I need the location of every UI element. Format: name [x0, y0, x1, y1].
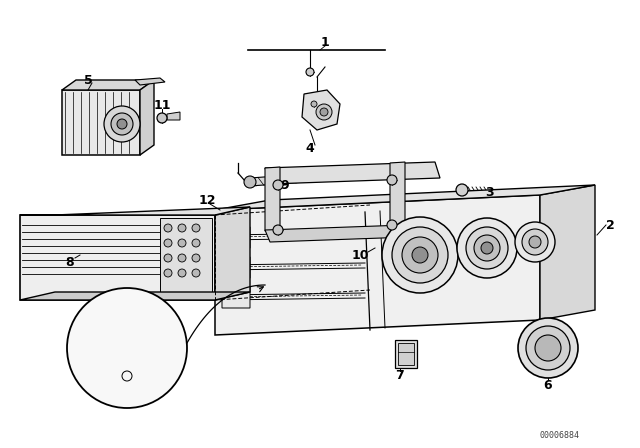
Circle shape — [382, 217, 458, 293]
Circle shape — [192, 224, 200, 232]
Polygon shape — [160, 218, 212, 298]
Polygon shape — [398, 343, 414, 365]
Polygon shape — [215, 207, 250, 300]
Circle shape — [306, 68, 314, 76]
Circle shape — [387, 175, 397, 185]
Polygon shape — [167, 112, 180, 120]
Text: 5: 5 — [84, 73, 92, 86]
Circle shape — [164, 239, 172, 247]
Circle shape — [192, 239, 200, 247]
Circle shape — [178, 239, 186, 247]
Polygon shape — [109, 340, 145, 356]
Polygon shape — [109, 312, 145, 328]
Circle shape — [522, 229, 548, 255]
Circle shape — [481, 242, 493, 254]
Circle shape — [515, 222, 555, 262]
Polygon shape — [140, 80, 154, 155]
Polygon shape — [105, 308, 149, 332]
Text: 00006884: 00006884 — [540, 431, 580, 439]
Circle shape — [192, 269, 200, 277]
Polygon shape — [540, 185, 595, 320]
Circle shape — [273, 225, 283, 235]
Polygon shape — [215, 185, 595, 210]
Text: 6: 6 — [544, 379, 552, 392]
Circle shape — [412, 247, 428, 263]
Polygon shape — [215, 195, 540, 335]
Circle shape — [316, 104, 332, 120]
Circle shape — [402, 237, 438, 273]
Polygon shape — [20, 215, 215, 300]
Text: 8: 8 — [66, 255, 74, 268]
Text: 3: 3 — [486, 185, 494, 198]
Circle shape — [529, 236, 541, 248]
Circle shape — [311, 101, 317, 107]
Circle shape — [387, 220, 397, 230]
Circle shape — [178, 254, 186, 262]
Text: 1: 1 — [321, 35, 330, 48]
Polygon shape — [135, 78, 165, 85]
Circle shape — [273, 180, 283, 190]
Polygon shape — [62, 90, 140, 155]
Circle shape — [474, 235, 500, 261]
Polygon shape — [265, 162, 440, 184]
Circle shape — [178, 269, 186, 277]
Polygon shape — [222, 287, 250, 308]
Polygon shape — [109, 368, 145, 384]
Text: 9: 9 — [281, 178, 289, 191]
Circle shape — [164, 269, 172, 277]
Circle shape — [111, 113, 133, 135]
Polygon shape — [105, 336, 149, 360]
Circle shape — [192, 254, 200, 262]
Text: 4: 4 — [306, 142, 314, 155]
Circle shape — [526, 326, 570, 370]
Polygon shape — [265, 225, 410, 242]
Polygon shape — [20, 292, 250, 300]
Circle shape — [117, 119, 127, 129]
Circle shape — [320, 108, 328, 116]
Polygon shape — [222, 257, 250, 278]
Text: 2: 2 — [605, 219, 614, 232]
Polygon shape — [395, 340, 417, 368]
Circle shape — [456, 184, 468, 196]
Circle shape — [535, 335, 561, 361]
Polygon shape — [302, 90, 340, 130]
Circle shape — [104, 106, 140, 142]
Polygon shape — [390, 162, 405, 226]
Text: 7: 7 — [396, 369, 404, 382]
Circle shape — [466, 227, 508, 269]
Circle shape — [67, 288, 187, 408]
Circle shape — [164, 224, 172, 232]
Text: 12: 12 — [198, 194, 216, 207]
Polygon shape — [265, 167, 280, 231]
Circle shape — [157, 113, 167, 123]
Polygon shape — [250, 165, 430, 186]
Circle shape — [457, 218, 517, 278]
Polygon shape — [62, 80, 154, 90]
Polygon shape — [222, 227, 250, 248]
Circle shape — [164, 254, 172, 262]
Text: 11: 11 — [153, 99, 171, 112]
Text: 10: 10 — [351, 249, 369, 262]
Circle shape — [392, 227, 448, 283]
Circle shape — [518, 318, 578, 378]
Circle shape — [178, 224, 186, 232]
Polygon shape — [105, 364, 149, 388]
Circle shape — [244, 176, 256, 188]
Polygon shape — [20, 207, 250, 215]
